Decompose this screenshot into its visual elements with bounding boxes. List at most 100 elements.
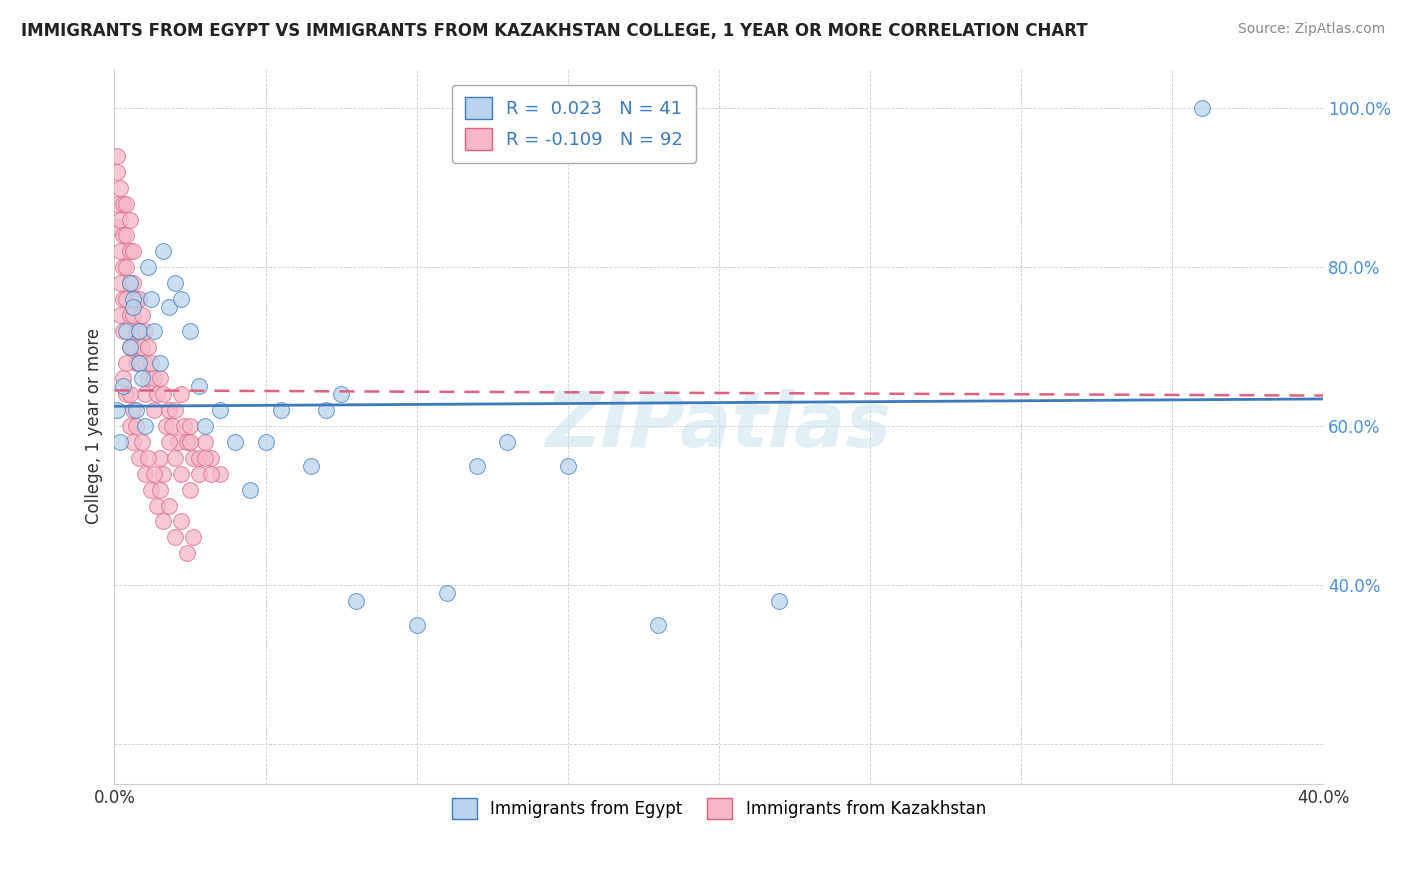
Point bbox=[115, 196, 138, 211]
Point bbox=[160, 419, 183, 434]
Point bbox=[224, 435, 246, 450]
Point bbox=[405, 617, 427, 632]
Point bbox=[209, 467, 232, 481]
Point bbox=[124, 324, 146, 338]
Point bbox=[170, 467, 193, 481]
Point bbox=[107, 220, 129, 235]
Point bbox=[121, 244, 143, 259]
Point bbox=[170, 515, 193, 529]
Point bbox=[107, 403, 129, 417]
Point bbox=[115, 324, 138, 338]
Point bbox=[170, 292, 193, 306]
Point bbox=[176, 546, 198, 560]
Point bbox=[163, 276, 186, 290]
Point bbox=[179, 483, 201, 497]
Point bbox=[121, 435, 143, 450]
Point bbox=[149, 355, 172, 369]
Point bbox=[139, 292, 162, 306]
Point bbox=[134, 355, 156, 369]
Point bbox=[118, 276, 141, 290]
Point bbox=[131, 435, 153, 450]
Point bbox=[118, 419, 141, 434]
Point bbox=[128, 292, 150, 306]
Point bbox=[110, 180, 132, 194]
Point bbox=[134, 387, 156, 401]
Point bbox=[239, 483, 262, 497]
Point bbox=[152, 244, 174, 259]
Point bbox=[110, 308, 132, 322]
Point bbox=[134, 467, 156, 481]
Point bbox=[496, 435, 519, 450]
Point bbox=[115, 228, 138, 243]
Point bbox=[179, 324, 201, 338]
Point bbox=[112, 292, 135, 306]
Point bbox=[136, 340, 159, 354]
Point bbox=[163, 450, 186, 465]
Point bbox=[131, 371, 153, 385]
Point bbox=[149, 450, 172, 465]
Point bbox=[188, 450, 211, 465]
Point bbox=[163, 530, 186, 544]
Point bbox=[152, 467, 174, 481]
Text: Source: ZipAtlas.com: Source: ZipAtlas.com bbox=[1237, 22, 1385, 37]
Point bbox=[110, 435, 132, 450]
Point bbox=[121, 308, 143, 322]
Point bbox=[124, 355, 146, 369]
Point bbox=[315, 403, 337, 417]
Point bbox=[330, 387, 353, 401]
Point bbox=[112, 228, 135, 243]
Point bbox=[1191, 101, 1213, 115]
Point bbox=[299, 458, 322, 473]
Point bbox=[188, 379, 211, 393]
Point bbox=[157, 435, 180, 450]
Point bbox=[142, 371, 165, 385]
Point bbox=[124, 292, 146, 306]
Point bbox=[128, 355, 150, 369]
Point bbox=[110, 244, 132, 259]
Point bbox=[124, 419, 146, 434]
Point bbox=[118, 244, 141, 259]
Text: ZIPatlas: ZIPatlas bbox=[546, 389, 891, 463]
Point bbox=[131, 308, 153, 322]
Point bbox=[200, 450, 222, 465]
Point bbox=[128, 355, 150, 369]
Point bbox=[647, 617, 669, 632]
Point bbox=[136, 371, 159, 385]
Point bbox=[136, 260, 159, 275]
Point bbox=[142, 403, 165, 417]
Point bbox=[112, 324, 135, 338]
Point bbox=[768, 594, 790, 608]
Point bbox=[118, 387, 141, 401]
Point bbox=[124, 403, 146, 417]
Point bbox=[157, 300, 180, 314]
Point bbox=[121, 300, 143, 314]
Point bbox=[179, 419, 201, 434]
Point bbox=[344, 594, 367, 608]
Point bbox=[149, 483, 172, 497]
Point bbox=[128, 324, 150, 338]
Point bbox=[142, 467, 165, 481]
Point bbox=[179, 435, 201, 450]
Point bbox=[557, 458, 579, 473]
Point bbox=[118, 212, 141, 227]
Point bbox=[112, 371, 135, 385]
Point bbox=[121, 292, 143, 306]
Point bbox=[139, 483, 162, 497]
Point bbox=[200, 467, 222, 481]
Point bbox=[176, 435, 198, 450]
Point bbox=[112, 379, 135, 393]
Point bbox=[254, 435, 277, 450]
Point bbox=[128, 324, 150, 338]
Point bbox=[145, 499, 167, 513]
Point bbox=[121, 403, 143, 417]
Point bbox=[110, 276, 132, 290]
Point bbox=[107, 165, 129, 179]
Point bbox=[110, 212, 132, 227]
Point bbox=[170, 387, 193, 401]
Point bbox=[465, 458, 488, 473]
Point bbox=[128, 450, 150, 465]
Point bbox=[115, 292, 138, 306]
Point bbox=[157, 403, 180, 417]
Point bbox=[112, 260, 135, 275]
Text: IMMIGRANTS FROM EGYPT VS IMMIGRANTS FROM KAZAKHSTAN COLLEGE, 1 YEAR OR MORE CORR: IMMIGRANTS FROM EGYPT VS IMMIGRANTS FROM… bbox=[21, 22, 1088, 40]
